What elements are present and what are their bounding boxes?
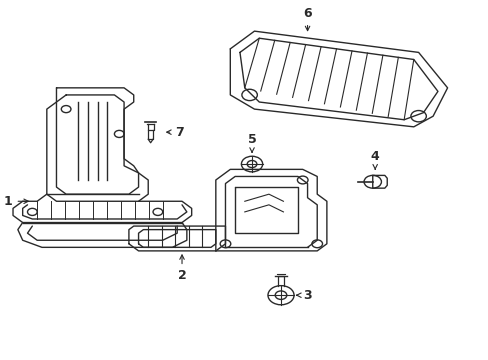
Text: 1: 1	[4, 195, 28, 208]
Text: 2: 2	[177, 255, 186, 282]
Text: 5: 5	[247, 133, 256, 152]
Text: 4: 4	[370, 150, 379, 169]
Text: 6: 6	[303, 7, 311, 31]
Text: 3: 3	[296, 289, 311, 302]
Text: 7: 7	[166, 126, 183, 139]
